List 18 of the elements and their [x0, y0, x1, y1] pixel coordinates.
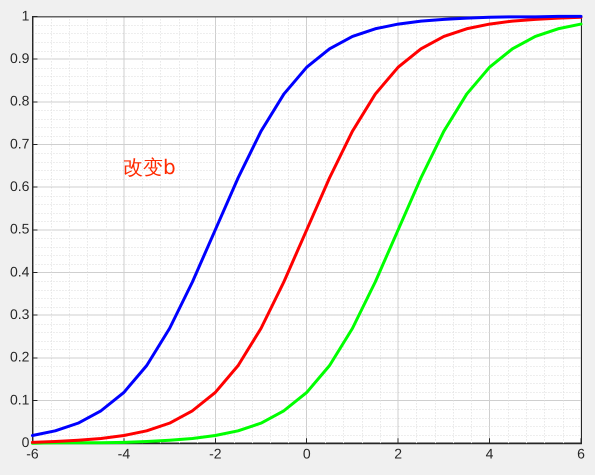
x-tick-label: 6 — [577, 445, 586, 462]
y-tick-label: 0.4 — [10, 263, 30, 280]
y-tick-label: 0.9 — [10, 50, 30, 66]
y-tick-label: 0.8 — [10, 92, 30, 109]
annotation: 改变b — [122, 154, 176, 179]
y-tick-label: 0.1 — [10, 391, 30, 408]
y-tick-label: 0.2 — [10, 348, 30, 365]
x-tick-label: -4 — [118, 445, 130, 462]
x-tick-label: 0 — [302, 445, 311, 462]
y-tick-label: 0.3 — [10, 306, 30, 322]
y-tick-label: 1 — [22, 7, 30, 24]
y-tick-label: 0.5 — [10, 220, 30, 237]
x-tick-label: 4 — [486, 445, 494, 462]
y-tick-label: 0.7 — [10, 135, 30, 152]
y-tick-label: 0 — [22, 434, 30, 450]
x-tick-label: -2 — [209, 445, 222, 462]
y-tick-label: 0.6 — [10, 178, 30, 194]
x-tick-label: 2 — [394, 445, 402, 462]
